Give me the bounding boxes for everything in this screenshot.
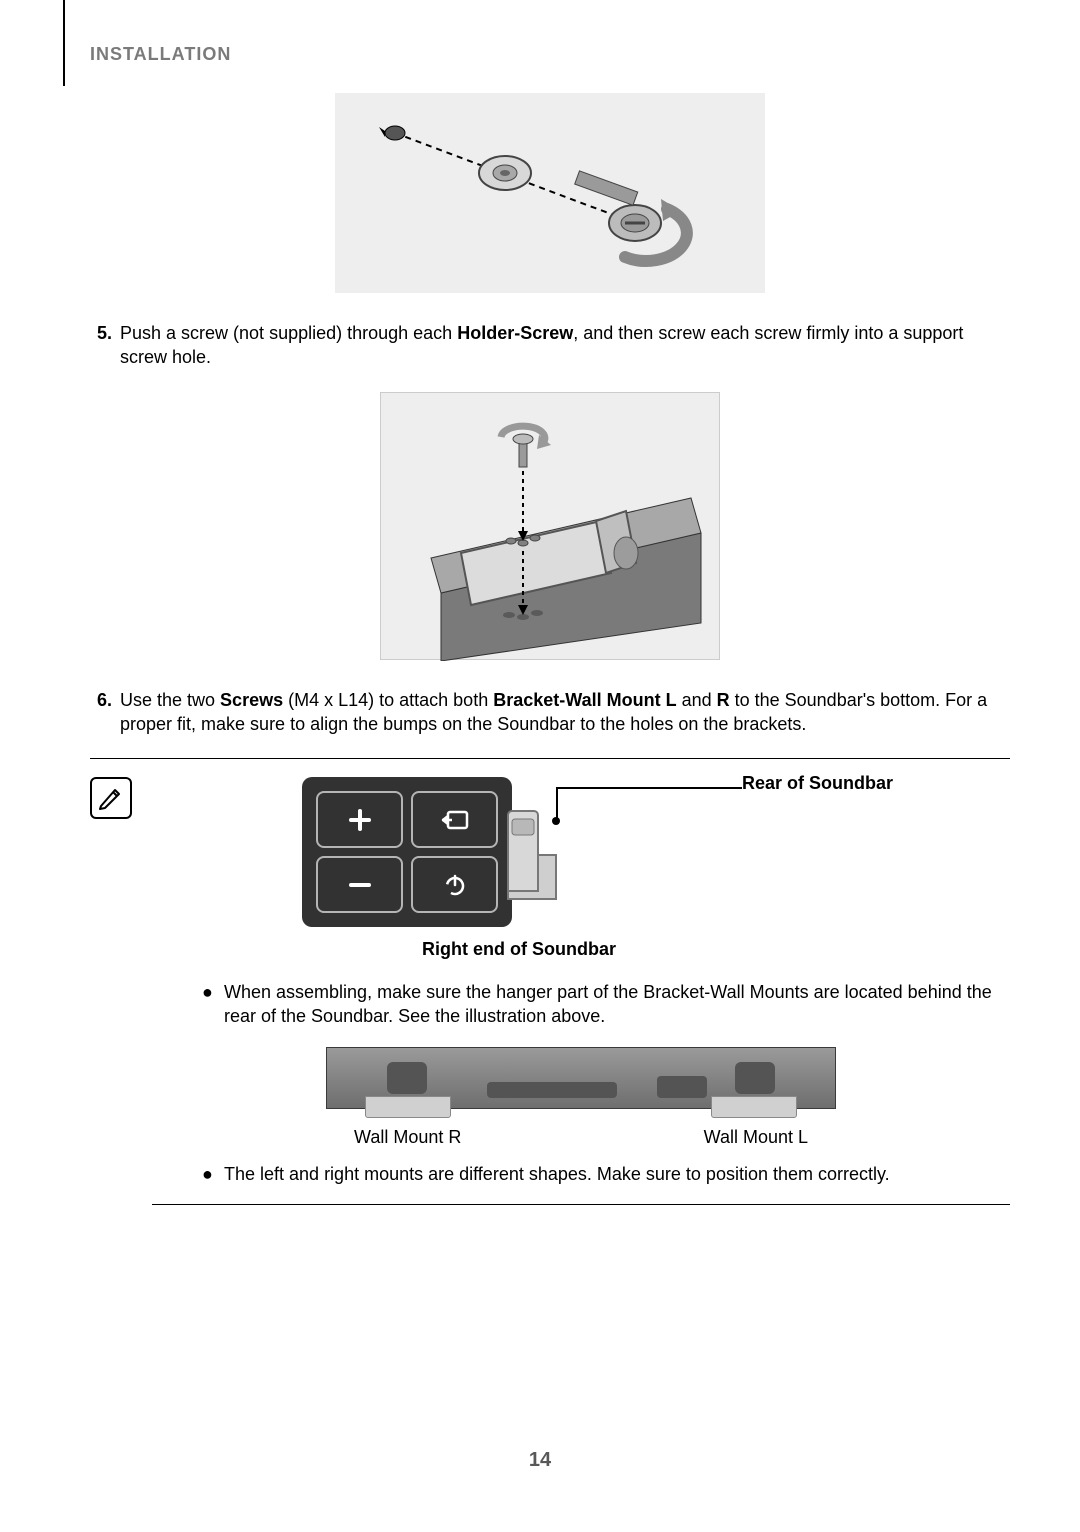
hanger-bracket-illustration xyxy=(502,805,562,905)
note-bullet-1: ● When assembling, make sure the hanger … xyxy=(202,980,1010,1029)
plus-icon xyxy=(347,807,373,833)
divider-2 xyxy=(152,1204,1010,1205)
volume-down-button xyxy=(316,856,403,913)
soundbar-slot xyxy=(657,1076,707,1098)
figure-bracket-screw xyxy=(380,392,720,660)
wall-mount-l-label: Wall Mount L xyxy=(704,1127,808,1148)
pencil-icon xyxy=(97,784,125,812)
source-button xyxy=(411,791,498,848)
power-icon xyxy=(443,873,467,897)
figure-soundbar-mounts xyxy=(326,1047,836,1109)
step-5-text-a: Push a screw (not supplied) through each xyxy=(120,323,457,343)
page-content: INSTALLATION xyxy=(0,0,1080,1205)
minus-icon xyxy=(347,872,373,898)
side-rule xyxy=(63,0,65,86)
volume-up-button xyxy=(316,791,403,848)
section-title: INSTALLATION xyxy=(90,44,1010,65)
step-5-text: Push a screw (not supplied) through each… xyxy=(120,321,1010,370)
callout-right-end-label: Right end of Soundbar xyxy=(422,939,1010,960)
step-6-b1: Screws xyxy=(220,690,283,710)
note-block: Rear of Soundbar xyxy=(90,777,1010,1205)
divider-1 xyxy=(90,758,1010,759)
mount-labels-row: Wall Mount R Wall Mount L xyxy=(326,1127,836,1148)
bracket-screw-illustration xyxy=(381,393,721,661)
wall-mount-r xyxy=(365,1096,451,1118)
step-6: 6. Use the two Screws (M4 x L14) to atta… xyxy=(90,688,1010,737)
step-5: 5. Push a screw (not supplied) through e… xyxy=(90,321,1010,370)
note-bullet-1-text: When assembling, make sure the hanger pa… xyxy=(224,980,1010,1029)
wall-mount-l xyxy=(711,1096,797,1118)
callout-rear-label: Rear of Soundbar xyxy=(742,773,893,794)
step-6-b2: Bracket-Wall Mount L xyxy=(493,690,676,710)
figure-control-panel: Rear of Soundbar xyxy=(302,777,742,927)
holder-screw-illustration xyxy=(335,93,765,293)
power-button xyxy=(411,856,498,913)
step-6-number: 6. xyxy=(90,688,120,737)
soundbar-body xyxy=(326,1047,836,1109)
step-6-t1: Use the two xyxy=(120,690,220,710)
step-6-t2: (M4 x L14) to attach both xyxy=(283,690,493,710)
note-bullet-2: ● The left and right mounts are differen… xyxy=(202,1162,1010,1186)
step-6-text: Use the two Screws (M4 x L14) to attach … xyxy=(120,688,1010,737)
source-icon xyxy=(440,809,470,831)
bullet-dot: ● xyxy=(202,1162,224,1186)
soundbar-control-panel xyxy=(302,777,512,927)
note-icon xyxy=(90,777,132,819)
step-5-number: 5. xyxy=(90,321,120,370)
step-6-b3: R xyxy=(717,690,730,710)
bullet-dot: ● xyxy=(202,980,224,1029)
step-5-bold: Holder-Screw xyxy=(457,323,573,343)
page-number: 14 xyxy=(0,1449,1080,1472)
soundbar-slot xyxy=(387,1062,427,1094)
wall-mount-r-label: Wall Mount R xyxy=(354,1127,461,1148)
callout-rear-line xyxy=(556,787,742,821)
figure-holder-screw xyxy=(335,93,765,293)
step-6-t3: and xyxy=(677,690,717,710)
soundbar-slot xyxy=(487,1082,617,1098)
note-bullet-2-text: The left and right mounts are different … xyxy=(224,1162,890,1186)
soundbar-slot xyxy=(735,1062,775,1094)
